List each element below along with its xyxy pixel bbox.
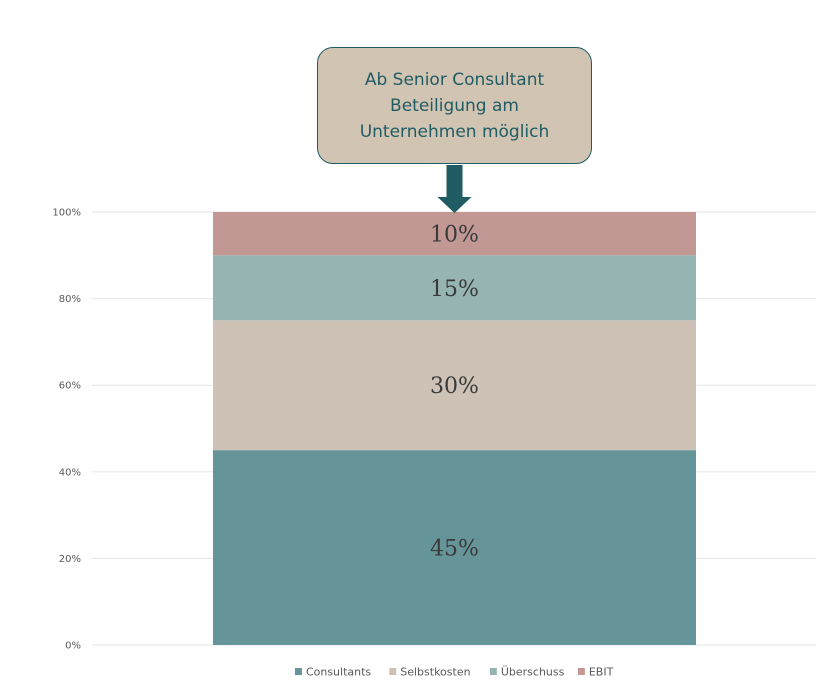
data-label: 45% — [430, 537, 479, 562]
y-axis-ticks: 0% 20% 40% 60% 80% 100% — [52, 208, 81, 652]
callout-arrow — [437, 165, 472, 213]
y-tick-label: 20% — [59, 554, 81, 565]
bar-segment-ebit — [213, 212, 696, 256]
callout-line-2: Beteiligung am — [390, 95, 519, 116]
y-tick-label: 100% — [52, 208, 81, 219]
data-label: 10% — [430, 223, 479, 248]
y-tick-label: 40% — [59, 467, 81, 478]
legend-label: Consultants — [306, 666, 371, 679]
callout-line-1: Ab Senior Consultant — [364, 69, 545, 90]
legend-label: Selbstkosten — [400, 666, 470, 679]
legend-swatch — [577, 668, 585, 675]
legend-swatch — [389, 668, 397, 675]
legend-swatch — [489, 668, 497, 675]
legend-label: Überschuss — [501, 666, 565, 679]
data-label: 15% — [430, 277, 479, 302]
legend-label: EBIT — [589, 666, 614, 679]
y-tick-label: 80% — [59, 294, 81, 305]
bar-segment-consultants — [213, 450, 696, 645]
callout-line-3: Unternehmen möglich — [359, 121, 550, 142]
y-tick-label: 0% — [65, 641, 81, 652]
bar-segment-selbstkosten — [213, 320, 696, 451]
y-tick-label: 60% — [59, 381, 81, 392]
arrow-head — [437, 197, 472, 213]
bar-segment--berschuss — [213, 255, 696, 321]
legend: Consultants Selbstkosten Überschuss EBIT — [294, 666, 614, 679]
data-labels: 45% 30% 15% 10% — [430, 223, 479, 562]
legend-swatch — [294, 668, 302, 675]
arrow-shaft — [446, 165, 463, 198]
bar-segments — [213, 212, 696, 645]
data-label: 30% — [430, 374, 479, 399]
callout-box: Ab Senior Consultant Beteiligung am Unte… — [317, 47, 592, 164]
